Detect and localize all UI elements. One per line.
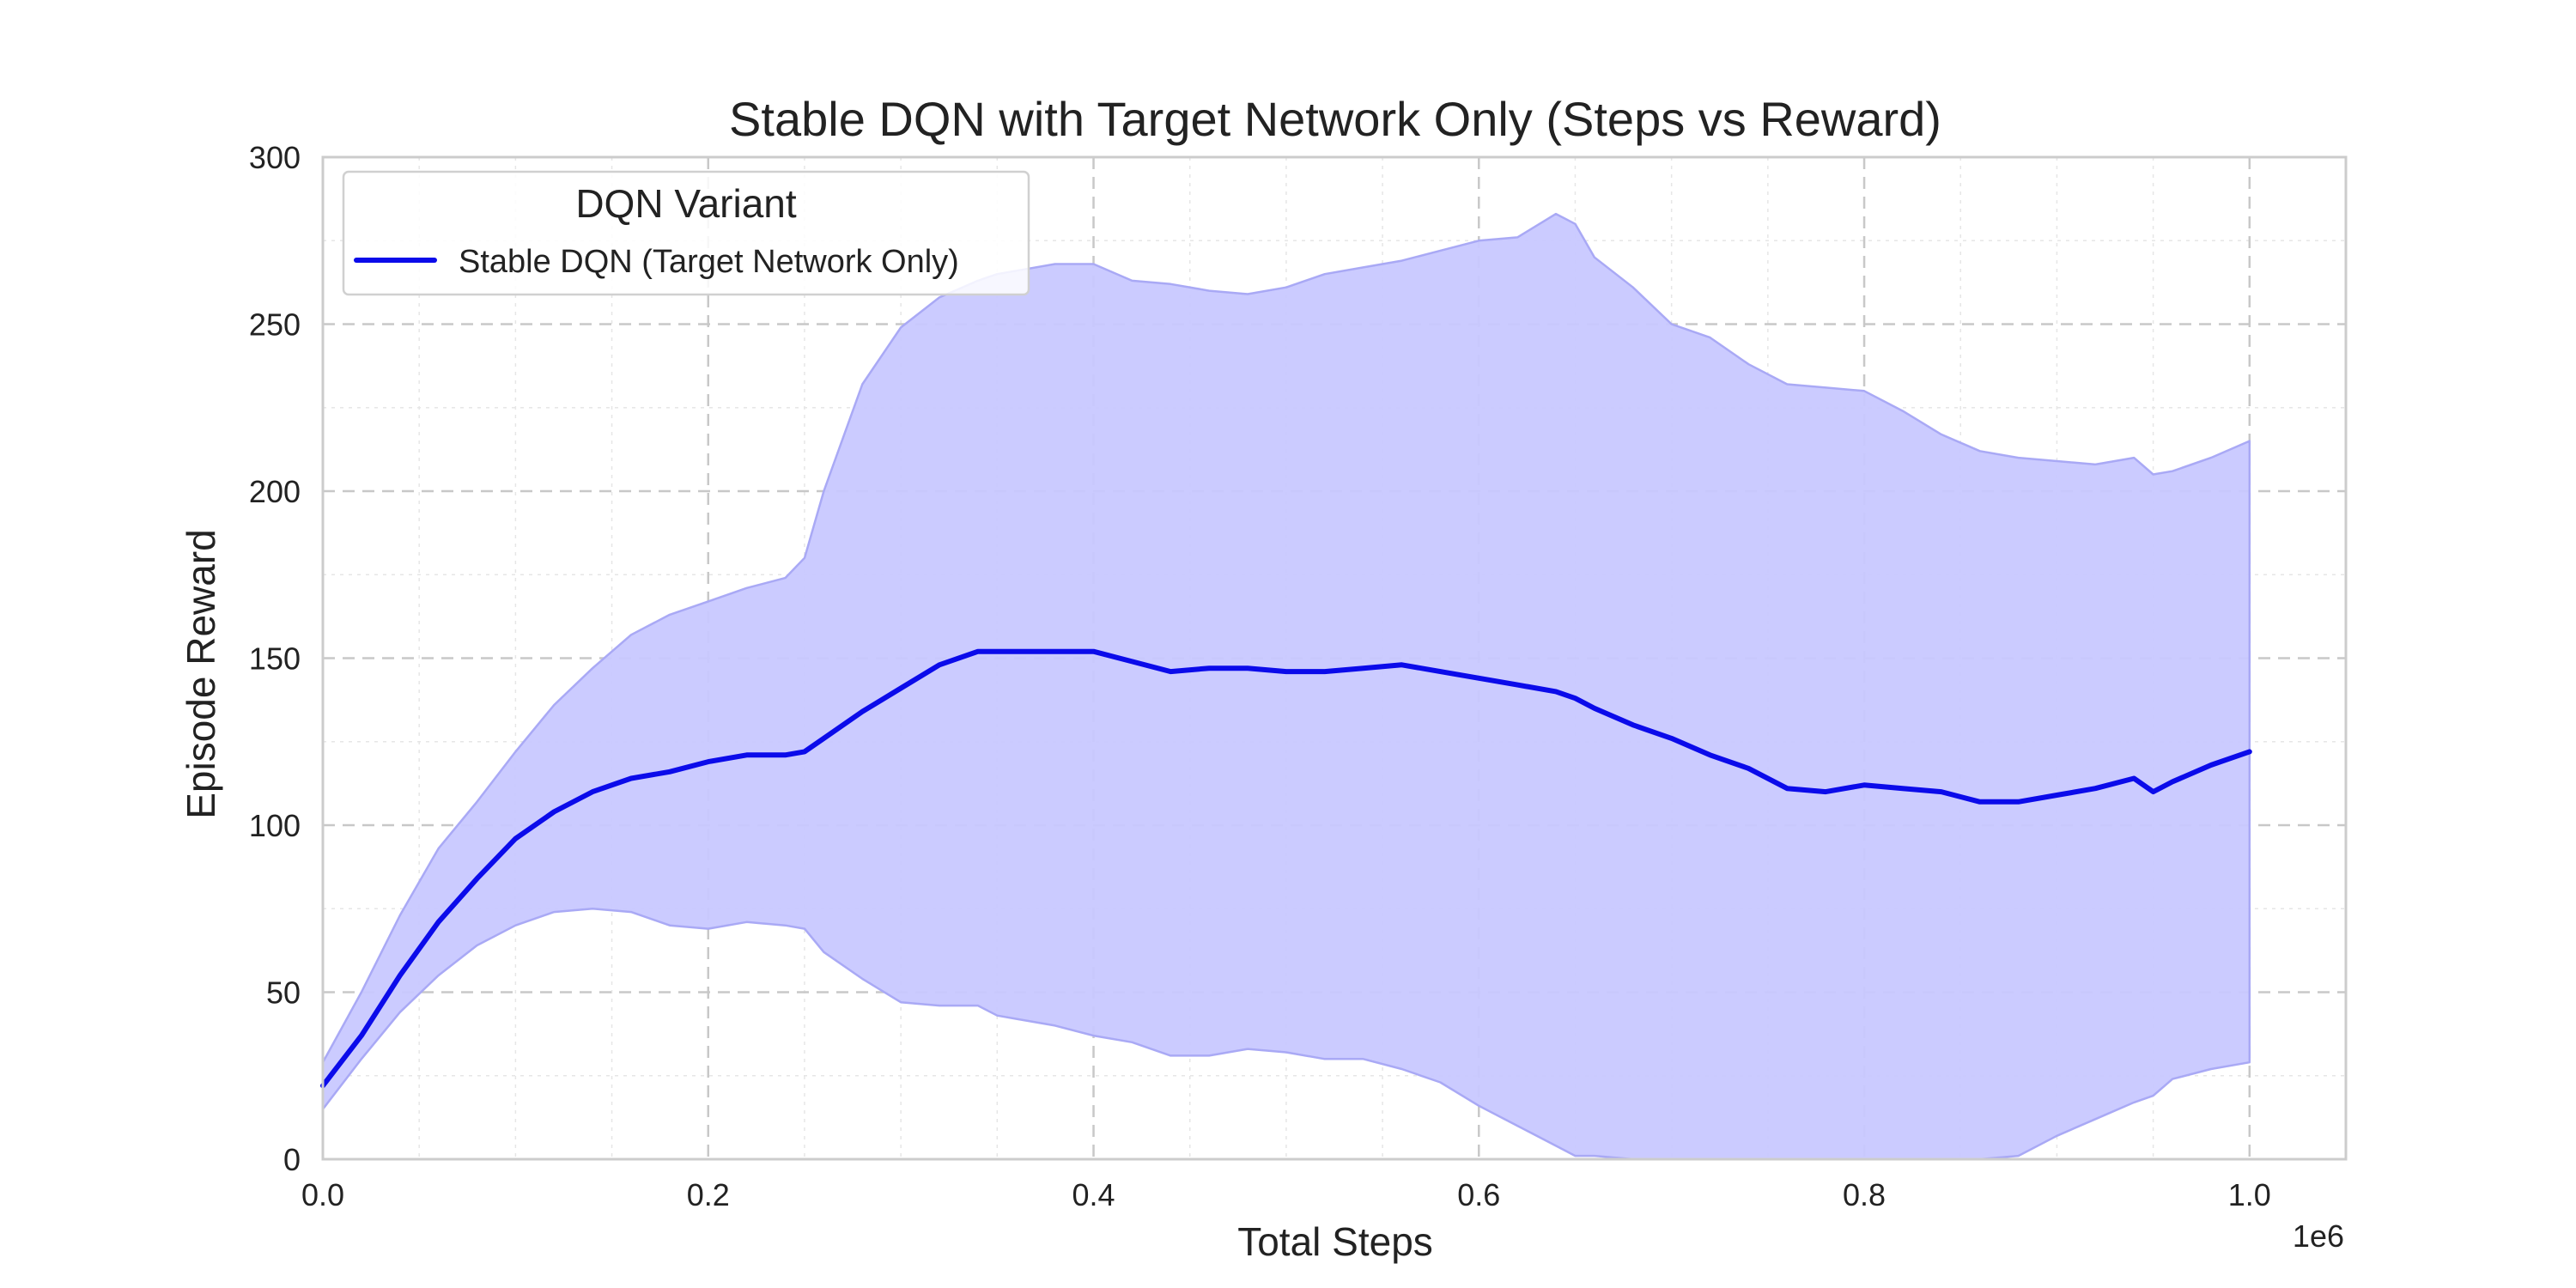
legend: DQN Variant Stable DQN (Target Network O…: [342, 170, 1030, 296]
ticks: 0.0 0.2 0.4 0.6 0.8 1.0 0 50 100 150 200 250 300: [249, 140, 2271, 1212]
y-tick-label: 200: [249, 474, 301, 509]
y-tick-label: 0: [283, 1142, 301, 1177]
y-tick-label: 250: [249, 307, 301, 343]
y-tick-label: 150: [249, 641, 301, 677]
y-tick-label: 100: [249, 808, 301, 843]
chart-title: Stable DQN with Target Network Only (Ste…: [729, 92, 1941, 146]
x-tick-label: 1.0: [2228, 1177, 2271, 1212]
x-tick-label: 0.6: [1457, 1177, 1500, 1212]
x-tick-label: 0.0: [301, 1177, 344, 1212]
legend-box: [342, 170, 1030, 296]
y-tick-label: 300: [249, 140, 301, 175]
y-tick-label: 50: [266, 975, 301, 1011]
x-axis-label: Total Steps: [1237, 1219, 1433, 1264]
legend-title: DQN Variant: [575, 181, 797, 226]
x-tick-label: 0.4: [1072, 1177, 1115, 1212]
series-line: [320, 648, 2252, 1089]
x-tick-label: 0.2: [687, 1177, 730, 1212]
plot-frame: [321, 155, 2348, 1161]
y-axis-label: Episode Reward: [179, 529, 223, 819]
x-tick-label: 0.8: [1843, 1177, 1886, 1212]
x-axis-offset-label: 1e6: [2293, 1218, 2344, 1254]
legend-entry: Stable DQN (Target Network Only): [459, 244, 959, 280]
